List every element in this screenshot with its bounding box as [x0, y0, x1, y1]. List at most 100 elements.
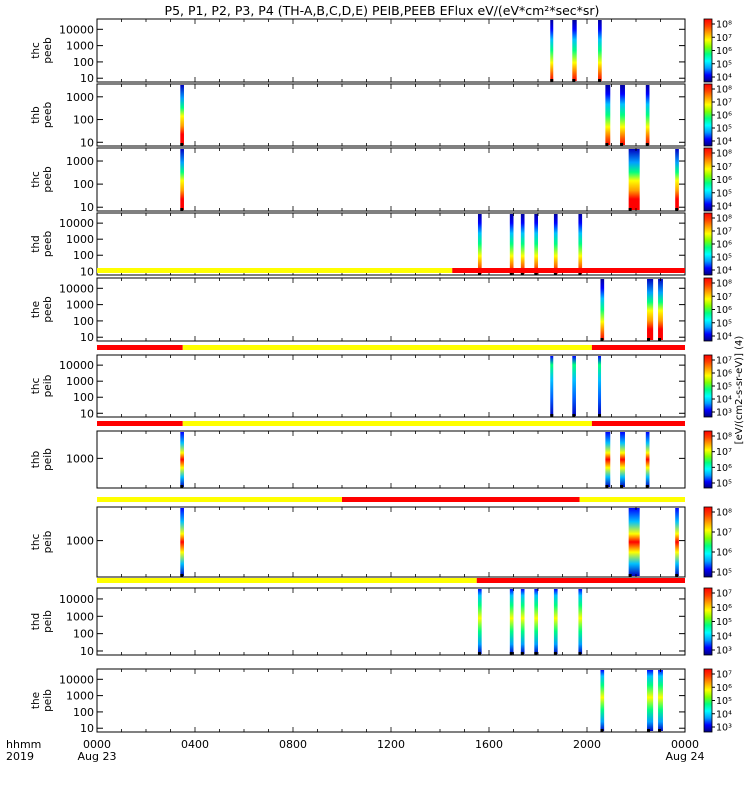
spectrogram-burst — [598, 356, 602, 416]
colorbar-tick-label: 10⁴ — [716, 332, 732, 343]
y-tick-label: 100 — [73, 249, 94, 262]
colorbar-tick-label: 10⁷ — [716, 98, 732, 109]
panel-thd-peib: 10 100 1000 10000 thd peib 10³ 10⁴ 10⁵ 10⁶ 10⁷ — [30, 578, 732, 658]
burst-foot-mark — [553, 272, 557, 275]
y-tick-label: 1000 — [66, 535, 94, 548]
spectrogram-burst — [180, 149, 184, 210]
spectrogram-burst — [658, 279, 663, 340]
colorbar-tick-label: 10⁴ — [716, 395, 732, 406]
y-axis-label: peib — [42, 530, 54, 553]
colorbar-tick-label: 10⁶ — [716, 463, 732, 474]
spectrogram-burst — [477, 589, 482, 654]
burst-foot-mark — [675, 208, 679, 211]
spectrogram-burst — [620, 432, 625, 487]
burst-foot-mark — [658, 338, 662, 341]
y-tick-label: 1000 — [66, 155, 94, 168]
burst-foot-mark — [628, 208, 632, 211]
spectrogram-burst — [534, 214, 538, 274]
colorbar-tick-label: 10⁸ — [716, 149, 732, 160]
burst-foot-mark — [645, 143, 649, 146]
burst-foot-mark — [534, 652, 538, 655]
spectrogram-burst — [598, 20, 602, 81]
panel-thc-peeb: 10 100 1000 10000 thc peeb 10⁴ 10⁵ 10⁶ 10⁷ 10⁸ — [30, 18, 732, 85]
burst-foot-mark — [550, 414, 554, 417]
burst-foot-mark — [572, 414, 576, 417]
burst-foot-mark — [572, 79, 576, 82]
chart-title: P5, P1, P2, P3, P4 (TH-A,B,C,D,E) PEIB,P… — [165, 3, 600, 18]
colorbar-tick-label: 10³ — [716, 723, 732, 734]
spectrogram-burst — [553, 214, 558, 274]
panel-thb-peib: 1000 thb peib 10⁵ 10⁶ 10⁷ 10⁸ — [30, 421, 732, 490]
x-tick-label: 2000 — [573, 738, 601, 751]
colorbar-tick-label: 10⁶ — [716, 240, 732, 251]
mode-bar-segment — [97, 578, 477, 583]
burst-foot-mark — [534, 272, 538, 275]
colorbar-tick-label: 10⁴ — [716, 266, 732, 277]
y-axis-label: peeb — [42, 231, 54, 258]
mode-bar-segment — [97, 345, 183, 350]
y-axis-label: thb — [30, 106, 42, 124]
x-tick-label: 0800 — [279, 738, 307, 751]
panel-thc-peib: 1000 thc peib 10⁵ 10⁶ 10⁷ 10⁸ — [30, 497, 732, 579]
panel-frame — [96, 506, 686, 578]
spectrogram-burst — [572, 20, 577, 81]
y-tick-label: 1000 — [66, 40, 94, 53]
y-axis-label: thc — [30, 171, 42, 188]
y-tick-label: 10000 — [59, 217, 94, 230]
x-tick-label: 1200 — [377, 738, 405, 751]
spectrogram-burst — [605, 85, 611, 145]
colorbar-tick-label: 10⁶ — [716, 369, 732, 380]
colorbar-tick-label: 10⁶ — [716, 175, 732, 186]
burst-foot-mark — [647, 338, 651, 341]
colorbar — [703, 587, 713, 656]
y-tick-label: 10 — [80, 331, 94, 344]
x-row-label: 2019 — [6, 750, 34, 763]
burst-foot-mark — [600, 338, 604, 341]
panel-thd-peeb: 10 100 1000 10000 thd peeb 10⁴ 10⁵ 10⁶ 10⁷ 10⁸ — [30, 212, 732, 278]
y-tick-label: 10000 — [59, 282, 94, 295]
y-axis-label: thd — [30, 613, 42, 630]
x-tick-label: 0400 — [181, 738, 209, 751]
spectrogram-burst — [553, 589, 558, 654]
mode-bar-segment — [342, 497, 580, 502]
colorbar-tick-label: 10⁵ — [716, 188, 732, 199]
burst-foot-mark — [620, 485, 624, 488]
burst-foot-mark — [180, 143, 184, 146]
spectrogram-burst — [645, 432, 650, 487]
colorbar — [703, 668, 713, 733]
colorbar-tick-label: 10⁵ — [716, 59, 732, 70]
spectrogram-burst — [600, 279, 605, 340]
y-axis-label: peeb — [42, 296, 54, 323]
panel-frame — [96, 18, 686, 83]
spectrogram-burst — [550, 356, 554, 416]
panel-frame — [96, 212, 686, 276]
burst-foot-mark — [658, 729, 662, 732]
y-axis-label: the — [30, 301, 42, 318]
y-tick-label: 100 — [73, 391, 94, 404]
colorbar-tick-label: 10⁷ — [716, 528, 732, 539]
burst-foot-mark — [180, 485, 184, 488]
spectrogram-burst — [647, 670, 654, 731]
colorbar-tick-label: 10⁸ — [716, 20, 732, 31]
y-tick-label: 1000 — [66, 690, 94, 703]
colorbar-tick-label: 10³ — [716, 408, 732, 419]
y-axis-label: peeb — [42, 166, 54, 193]
panel-frame — [96, 668, 686, 733]
colorbar-tick-label: 10⁵ — [716, 124, 732, 135]
panel-frame — [96, 354, 686, 418]
colorbar-tick-label: 10⁷ — [716, 447, 732, 458]
x-tick-label: 1600 — [475, 738, 503, 751]
mode-bar-segment — [97, 268, 453, 273]
colorbar-tick-label: 10⁴ — [716, 137, 732, 148]
y-tick-label: 1000 — [66, 452, 94, 465]
y-tick-label: 1000 — [66, 233, 94, 246]
spectrogram-burst — [578, 589, 583, 654]
spectrogram-burst — [605, 432, 611, 487]
y-tick-label: 1000 — [66, 299, 94, 312]
colorbar-tick-label: 10⁸ — [716, 279, 732, 290]
spectrogram-burst — [658, 670, 663, 731]
burst-foot-mark — [578, 272, 582, 275]
y-tick-label: 1000 — [66, 610, 94, 623]
burst-foot-mark — [509, 272, 513, 275]
